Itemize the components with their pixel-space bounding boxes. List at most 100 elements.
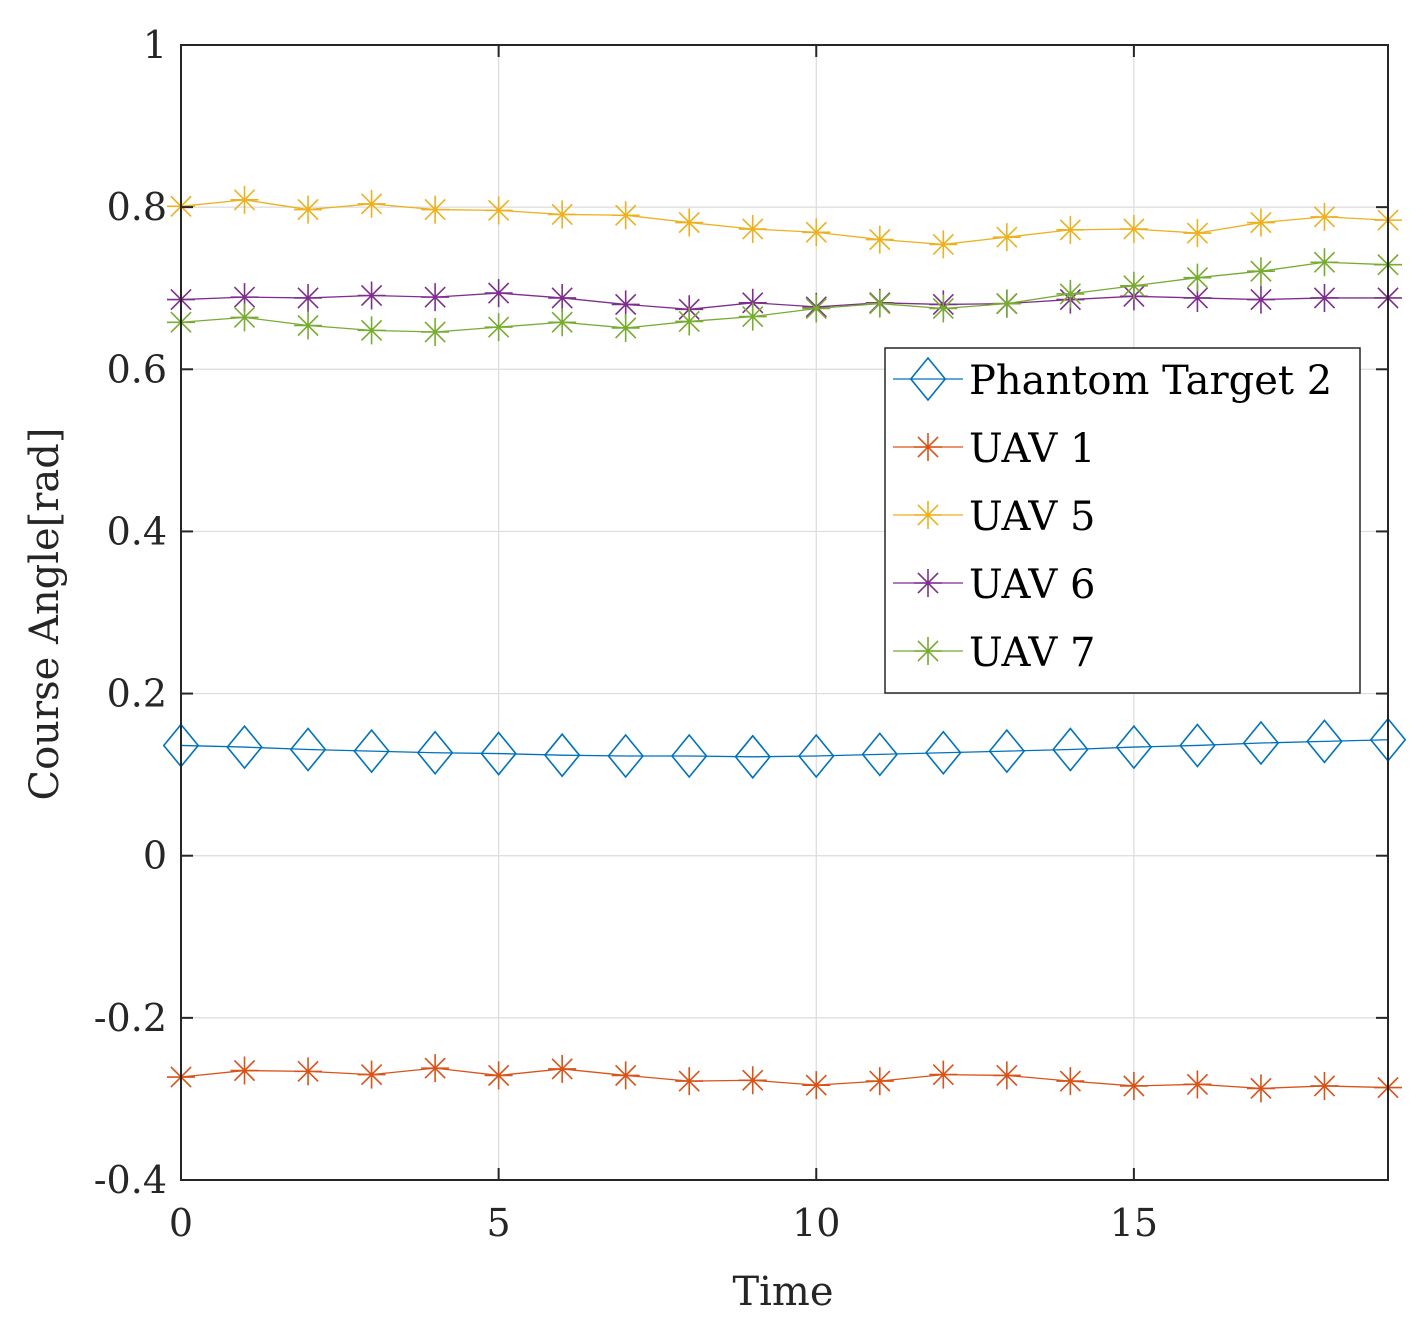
data-point-uav-7 <box>548 308 577 337</box>
data-point-uav-7 <box>611 313 640 342</box>
data-point-uav-7 <box>1056 279 1085 308</box>
data-point-uav-6 <box>421 283 450 312</box>
legend-entry-uav-5: UAV 5 <box>893 494 1095 540</box>
legend-label-uav-6: UAV 6 <box>969 562 1095 608</box>
data-point-uav-1 <box>484 1061 513 1090</box>
legend-marker-uav-5 <box>914 501 942 529</box>
legend-marker-uav-7 <box>914 637 942 665</box>
y-tick-label: 0.2 <box>107 672 167 716</box>
data-point-uav-7 <box>865 289 894 318</box>
series-phantom-target-2 <box>162 717 1407 780</box>
data-point-uav-1 <box>357 1060 386 1089</box>
series-uav-6 <box>167 279 1402 324</box>
legend-box <box>884 347 1361 694</box>
axes-layer: 0 5 10 15 -0.4 -0.2 0 0.2 0.4 0.6 0.8 1 <box>94 23 1389 1245</box>
data-point-uav-7 <box>357 316 386 345</box>
data-point-uav-7 <box>230 303 259 332</box>
data-point-uav-7 <box>1183 263 1212 292</box>
plot-frame <box>180 44 1389 1181</box>
data-point-uav-7 <box>294 311 323 340</box>
data-point-uav-5 <box>1246 208 1275 237</box>
data-point-uav-5 <box>865 225 894 254</box>
data-point-uav-7 <box>1246 257 1275 286</box>
data-point-uav-1 <box>1310 1071 1339 1100</box>
x-tick-label: 0 <box>169 1201 193 1245</box>
data-point-uav-1 <box>294 1057 323 1086</box>
data-point-phantom-target-2 <box>988 728 1026 774</box>
legend-entry-uav-6: UAV 6 <box>893 562 1095 608</box>
data-point-uav-5 <box>738 215 767 244</box>
data-point-uav-6 <box>294 283 323 312</box>
data-point-uav-1 <box>421 1054 450 1083</box>
series-uav-7 <box>167 248 1402 346</box>
data-point-uav-1 <box>611 1061 640 1090</box>
data-point-uav-5 <box>1183 219 1212 248</box>
data-point-uav-1 <box>802 1071 831 1100</box>
x-tick-label: 15 <box>1110 1201 1158 1245</box>
data-point-uav-5 <box>992 223 1021 252</box>
data-point-uav-1 <box>1056 1067 1085 1096</box>
data-point-uav-1 <box>865 1067 894 1096</box>
x-axis-title: Time <box>732 1269 833 1315</box>
data-point-uav-1 <box>230 1056 259 1085</box>
series-line-uav-5 <box>180 199 1389 246</box>
data-point-phantom-target-2 <box>353 728 390 774</box>
data-point-uav-1 <box>1183 1070 1212 1099</box>
data-point-phantom-target-2 <box>734 734 771 780</box>
x-tick-label: 10 <box>792 1201 840 1245</box>
data-point-uav-7 <box>484 313 513 342</box>
data-point-phantom-target-2 <box>861 732 899 777</box>
data-point-phantom-target-2 <box>416 730 454 776</box>
data-point-uav-5 <box>421 195 450 224</box>
data-point-uav-1 <box>675 1067 704 1096</box>
data-point-phantom-target-2 <box>543 732 581 778</box>
data-point-uav-7 <box>802 294 831 323</box>
y-tick-label: 0.4 <box>107 509 167 553</box>
data-point-uav-5 <box>230 185 259 214</box>
series-line-uav-1 <box>180 1067 1389 1090</box>
legend-label-uav-7: UAV 7 <box>969 630 1095 676</box>
legend-marker-uav-1 <box>914 433 942 461</box>
y-tick-label: 0 <box>143 834 167 878</box>
legend-marker-phantom-target-2 <box>909 356 947 402</box>
data-point-phantom-target-2 <box>925 730 962 776</box>
y-tick-label: 0.8 <box>107 185 167 229</box>
data-point-phantom-target-2 <box>1115 724 1153 770</box>
data-point-uav-7 <box>421 317 450 346</box>
data-point-uav-1 <box>548 1054 577 1083</box>
data-point-uav-1 <box>738 1066 767 1095</box>
legend-label-uav-5: UAV 5 <box>969 494 1095 540</box>
data-point-uav-1 <box>929 1060 958 1089</box>
data-point-uav-7 <box>1310 248 1339 277</box>
legend-entry-uav-1: UAV 1 <box>893 426 1095 472</box>
data-point-uav-7 <box>675 307 704 336</box>
data-point-uav-7 <box>929 294 958 323</box>
data-point-uav-6 <box>1310 283 1339 312</box>
series-line-phantom-target-2 <box>180 739 1389 758</box>
y-axis-title: Course Angle[rad] <box>22 428 68 801</box>
data-point-phantom-target-2 <box>1179 723 1216 768</box>
series-uav-1 <box>167 1054 1402 1103</box>
data-point-phantom-target-2 <box>798 733 835 779</box>
data-point-uav-5 <box>929 230 958 259</box>
data-point-uav-1 <box>1119 1071 1148 1100</box>
data-point-uav-5 <box>548 200 577 229</box>
data-point-uav-6 <box>484 279 513 308</box>
data-point-uav-6 <box>357 281 386 310</box>
data-point-uav-5 <box>357 189 386 218</box>
legend-entry-phantom-target-2: Phantom Target 2 <box>893 356 1332 404</box>
data-point-uav-6 <box>1183 283 1212 312</box>
data-point-uav-5 <box>1310 202 1339 231</box>
data-point-uav-5 <box>484 196 513 225</box>
y-tick-label: 0.6 <box>107 347 167 391</box>
data-point-phantom-target-2 <box>226 724 263 770</box>
y-tick-label: -0.2 <box>94 996 167 1040</box>
data-point-phantom-target-2 <box>1242 720 1280 766</box>
data-point-uav-5 <box>294 195 323 224</box>
y-tick-label: -0.4 <box>94 1158 167 1202</box>
data-point-uav-7 <box>1119 271 1148 300</box>
data-point-uav-7 <box>738 302 767 331</box>
data-point-uav-5 <box>675 208 704 237</box>
series-layer <box>162 185 1407 1103</box>
